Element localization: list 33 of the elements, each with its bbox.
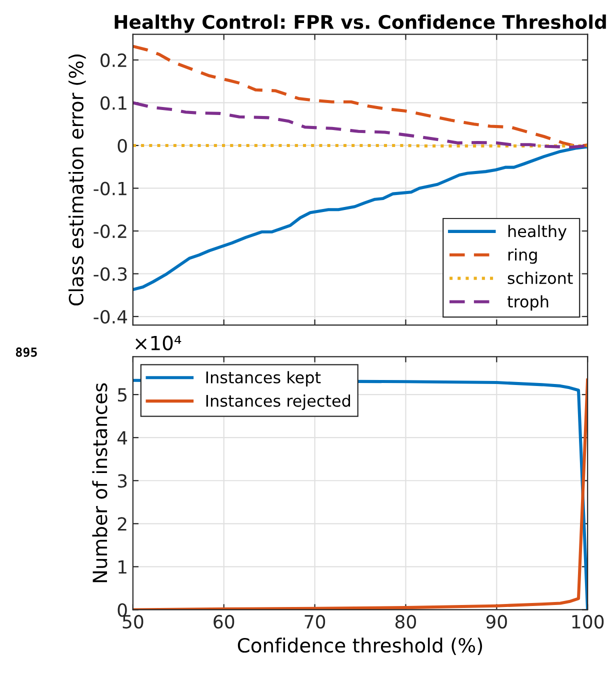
y-tick-label: 0 [118, 603, 127, 617]
y-tick-label: 0 [118, 138, 127, 153]
text: ×10⁴ [136, 336, 182, 350]
y-tick-label: 4 [117, 431, 128, 444]
x-axis-title: Confidence threshold (%) [238, 638, 482, 655]
y-tick-label: -0.1 [94, 182, 126, 196]
line-series [132, 44, 588, 148]
y-axis-title: Class estimation error (%) [68, 54, 86, 306]
x-tick-label: 90 [486, 614, 507, 629]
y-tick-label: -0.3 [94, 267, 127, 281]
y-tick-label: -0.2 [94, 224, 126, 238]
y-tick-label: 0.1 [100, 96, 126, 110]
y-tick-label: 1 [118, 560, 126, 574]
x-tick-label: 80 [395, 614, 416, 629]
legend-label: schizont [508, 272, 573, 284]
legend-label: Instances rejected [206, 394, 350, 410]
y-tick-label: 5 [118, 388, 126, 402]
x-tick-label: 70 [304, 614, 326, 629]
chart-title: Healthy Control: FPR vs. Confidence Threshold [114, 14, 606, 33]
y-axis-title: Number of instances [92, 383, 108, 582]
y-tick-label: -0.4 [94, 310, 128, 324]
x-tick-label: 60 [214, 614, 234, 629]
x-tick-label: 50 [122, 614, 144, 629]
legend-label: Instances kept [206, 371, 321, 387]
legend-label: ring [508, 248, 537, 264]
text: 895 [16, 347, 37, 357]
legend-label: healthy [508, 224, 567, 240]
line-series [132, 145, 588, 292]
y-tick-label: 0.2 [100, 53, 126, 68]
legend-label: troph [507, 295, 548, 311]
y-tick-label: 3 [118, 474, 127, 488]
y-tick-label: 2 [118, 517, 126, 531]
x-tick-label: 100 [572, 614, 604, 629]
